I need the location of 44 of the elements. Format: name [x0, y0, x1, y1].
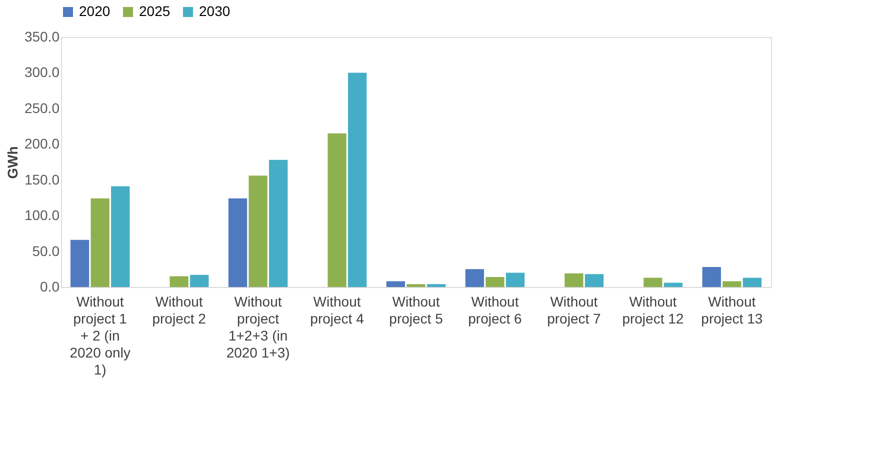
y-tick-label: 150.0 [24, 171, 60, 188]
bar [348, 72, 367, 287]
bar [70, 240, 90, 287]
x-tick-label: Without project 1 + 2 (in 2020 only 1) [70, 294, 130, 378]
bar [644, 278, 662, 287]
y-tick-label: 350.0 [24, 28, 60, 44]
bar [486, 277, 504, 287]
bar [170, 276, 188, 287]
y-tick-label: 0.0 [40, 278, 60, 294]
x-tick-label: Without project 12 [622, 294, 684, 326]
bar [269, 160, 288, 287]
bar [564, 273, 584, 287]
bar [228, 198, 248, 287]
y-tick-label: 200.0 [24, 136, 60, 152]
x-tick-label: Without project 4 [310, 294, 364, 326]
bar [584, 274, 604, 287]
bar [664, 282, 683, 287]
legend-label: 2020 [79, 3, 110, 19]
y-axis-title: GWh [4, 146, 20, 179]
y-tick-label: 100.0 [24, 207, 60, 224]
x-tick-label: Without project 2 [152, 294, 206, 326]
legend-label: 2030 [199, 3, 230, 19]
bar [386, 281, 406, 287]
x-tick-label: Without project 1+2+3 (in 2020 1+3) [226, 294, 290, 360]
bar [328, 133, 346, 287]
bar [722, 281, 742, 287]
bar [506, 272, 525, 287]
bar [742, 278, 762, 287]
bar [190, 274, 209, 287]
bar [702, 267, 721, 287]
x-tick-label: Without project 6 [468, 294, 522, 326]
x-tick-label: Without project 5 [389, 294, 444, 326]
bar [426, 284, 446, 287]
bar [465, 269, 484, 287]
y-tick-label: 250.0 [24, 100, 60, 116]
y-tick-label: 300.0 [24, 64, 60, 80]
bar [406, 284, 426, 287]
legend-label: 2025 [139, 3, 170, 19]
bar [111, 186, 130, 287]
y-tick-label: 50.0 [32, 242, 60, 259]
x-tick-label: Without project 13 [701, 294, 763, 326]
bar [90, 198, 110, 287]
x-tick-label: Without project 7 [547, 294, 602, 326]
bar [248, 176, 268, 287]
